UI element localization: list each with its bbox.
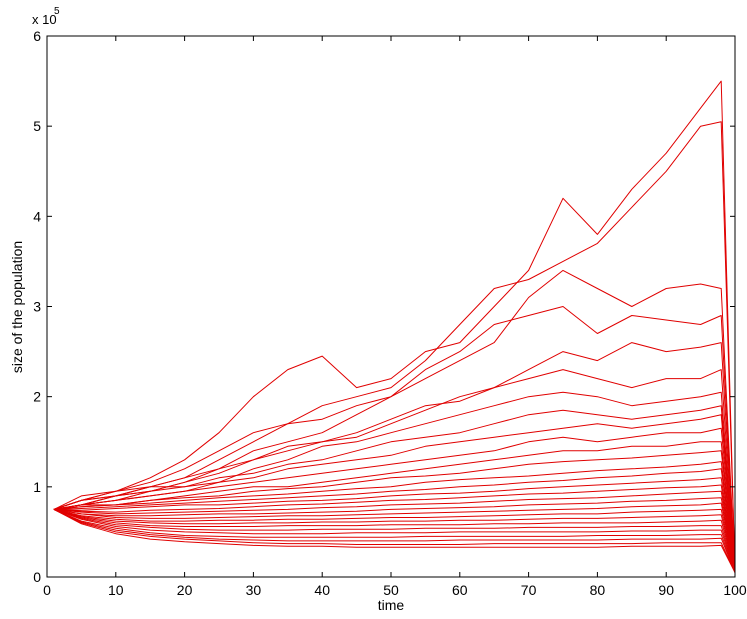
y-tick-label: 5: [33, 118, 41, 134]
x-tick-label: 80: [590, 582, 606, 598]
x-tick-label: 10: [108, 582, 124, 598]
x-tick-label: 40: [314, 582, 330, 598]
series-line-9: [53, 414, 736, 573]
series-line-8: [53, 405, 736, 573]
x-tick-label: 0: [43, 582, 51, 598]
y-multiplier-exponent: 5: [54, 6, 60, 17]
series-line-22: [53, 508, 736, 573]
series-line-12: [53, 450, 736, 573]
axis-ticks: 0 10 20 30 40 50 60 70 80 90 100 0 1 2 3 4 5 6: [33, 28, 747, 598]
x-tick-label: 70: [521, 582, 537, 598]
series-line-24: [53, 508, 736, 573]
y-tick-label: 0: [33, 569, 41, 585]
series-line-6: [53, 369, 736, 573]
y-tick-label: 4: [33, 208, 41, 224]
series-line-19: [53, 502, 736, 573]
series-line-4: [53, 306, 736, 573]
x-tick-label: 20: [177, 582, 193, 598]
series-line-21: [53, 508, 736, 573]
series-line-18: [53, 497, 736, 573]
y-axis-label: size of the population: [9, 241, 25, 373]
series-line-20: [53, 508, 736, 573]
series-line-28: [53, 508, 736, 573]
series-line-10: [53, 427, 736, 573]
x-tick-label: 60: [452, 582, 468, 598]
series-line-25: [53, 508, 736, 573]
series-line-26: [53, 508, 736, 573]
series-line-15: [53, 477, 736, 573]
series-line-13: [53, 461, 736, 573]
series-line-16: [53, 484, 736, 573]
x-tick-label: 50: [383, 582, 399, 598]
y-tick-label: 3: [33, 299, 41, 315]
x-axis-label: time: [378, 597, 405, 613]
series-line-1: [53, 80, 736, 573]
x-tick-label: 30: [246, 582, 262, 598]
series-line-23: [53, 508, 736, 573]
x-tick-label: 100: [723, 582, 747, 598]
y-tick-label: 1: [33, 479, 41, 495]
y-tick-label: 2: [33, 389, 41, 405]
y-multiplier-label: x 10: [32, 12, 57, 27]
y-tick-label: 6: [33, 28, 41, 44]
series-line-14: [53, 468, 736, 573]
series-lines: [53, 80, 736, 573]
series-line-27: [53, 508, 736, 573]
series-line-17: [53, 490, 736, 573]
series-line-11: [53, 441, 736, 573]
x-tick-label: 90: [658, 582, 674, 598]
